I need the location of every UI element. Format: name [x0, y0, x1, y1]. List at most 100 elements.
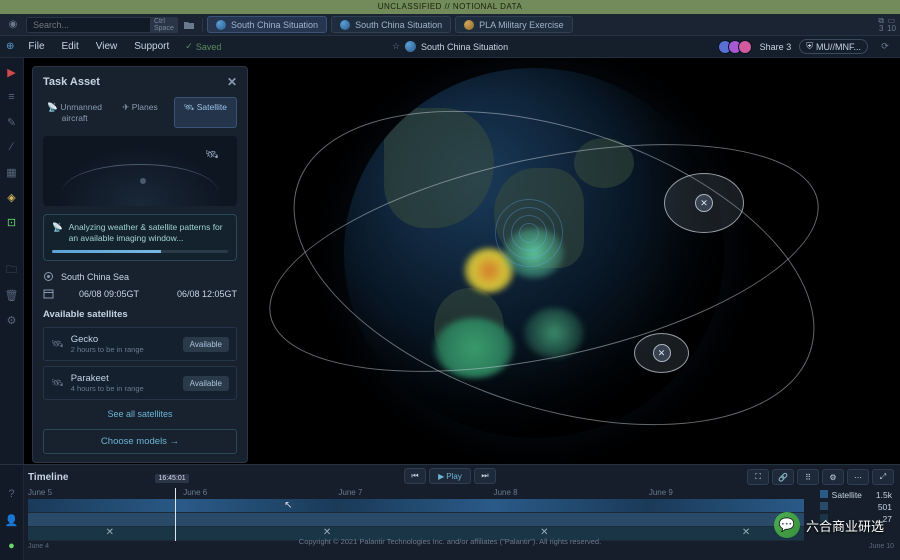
progress-bar — [52, 250, 228, 253]
tl-settings-icon[interactable]: ⚙ — [822, 469, 844, 485]
task-asset-panel: Task Asset ✕ 📡 Unmanned aircraft ✈ Plane… — [32, 66, 248, 463]
orbit-preview: 🛰 — [43, 136, 237, 206]
panel-title: Task Asset — [43, 76, 100, 88]
status-badge: Available — [183, 376, 229, 391]
rail-folder-icon[interactable]: 🗀 — [4, 262, 20, 278]
collaborators[interactable] — [722, 40, 752, 54]
tl-grid-icon[interactable]: ⠿ — [797, 469, 819, 485]
global-search[interactable]: Ctrl Space — [26, 17, 176, 33]
folder-icon[interactable] — [180, 16, 198, 34]
rail-link-icon[interactable]: ⊡ — [4, 214, 20, 230]
tab-label: South China Situation — [355, 20, 442, 30]
target-icon — [43, 271, 54, 282]
satellite-marker-1[interactable]: ✕ — [664, 173, 744, 233]
tab-planes[interactable]: ✈ Planes — [108, 97, 171, 128]
rewind-button[interactable]: ⏮ — [404, 468, 426, 484]
workspace-tab-1[interactable]: South China Situation — [207, 16, 327, 33]
forward-button[interactable]: ⏭ — [474, 468, 496, 484]
menu-file[interactable]: File — [21, 38, 51, 55]
brand-icon: ⊕ — [6, 41, 14, 52]
scope-pill[interactable]: ⛨ MU//MNF... — [799, 39, 868, 54]
menu-edit[interactable]: Edit — [55, 38, 86, 55]
tl-expand-icon[interactable]: ⛶ — [747, 469, 769, 485]
rail-layers-icon[interactable]: ≡ — [4, 89, 20, 105]
menu-support[interactable]: Support — [127, 38, 176, 55]
close-icon[interactable]: ✕ — [695, 194, 713, 212]
shield-icon: ⛨ — [806, 41, 813, 52]
tab-label: PLA Military Exercise — [479, 20, 564, 30]
copyright-notice: Copyright © 2021 Palantir Technologies I… — [299, 537, 601, 546]
save-status: ✓ Saved — [185, 41, 221, 52]
watermark: 💬 六合商业研选 — [774, 512, 884, 538]
app-menu-icon[interactable]: ◉ — [4, 16, 22, 34]
rail-slash-icon[interactable]: ⁄ — [4, 139, 20, 155]
tab-unmanned[interactable]: 📡 Unmanned aircraft — [43, 97, 106, 128]
classification-banner: UNCLASSIFIED // NOTIONAL DATA — [0, 0, 900, 14]
satellite-row-gecko[interactable]: 🛰 Gecko 2 hours to be in range Available — [43, 327, 237, 361]
counter-b[interactable]: ▭10 — [887, 17, 896, 33]
refresh-icon[interactable]: ⟳ — [876, 38, 894, 56]
rail-trash-icon[interactable]: 🗑 — [4, 287, 20, 303]
top-toolbar: ◉ Ctrl Space South China Situation South… — [0, 14, 900, 36]
tl-sync-icon[interactable]: 🔗 — [772, 469, 794, 485]
satellite-icon: 🛰 — [51, 339, 64, 350]
satellite-icon: 🛰 — [51, 378, 64, 389]
search-hint: Ctrl Space — [150, 17, 178, 33]
breadcrumb[interactable]: ☆ South China Situation — [392, 41, 508, 52]
playhead-time: 16:45:01 — [155, 474, 188, 483]
satellite-name: Gecko — [71, 334, 144, 345]
globe-visualization: ✕ ✕ — [284, 68, 784, 448]
map-viewport[interactable]: ✕ ✕ Task Asset ✕ 📡 Unmanned aircraft ✈ P… — [24, 58, 900, 464]
time-start: 06/08 09:05GT — [79, 289, 139, 299]
timeline-lane-satellite[interactable] — [28, 499, 804, 513]
rail-user-icon[interactable]: 👤 — [4, 512, 20, 528]
menu-bar: ⊕ File Edit View Support ✓ Saved ☆ South… — [0, 36, 900, 58]
rail-help-icon[interactable]: ? — [4, 486, 20, 502]
counter-a[interactable]: ⧉3 — [878, 17, 884, 33]
globe-icon — [216, 20, 226, 30]
tl-close-icon[interactable]: ⤢ — [872, 469, 894, 485]
menu-view[interactable]: View — [89, 38, 125, 55]
star-icon[interactable]: ☆ — [392, 41, 400, 52]
globe-icon — [464, 20, 474, 30]
section-title: Available satellites — [43, 309, 237, 320]
play-button[interactable]: ▶ Play — [429, 468, 471, 484]
rail-cube-icon[interactable]: ▦ — [4, 164, 20, 180]
avatar — [738, 40, 752, 54]
choose-models-button[interactable]: Choose models → — [43, 429, 237, 454]
left-rail: ▶ ≡ ✎ ⁄ ▦ ◈ ⊡ 🗀 🗑 ⚙ — [0, 58, 24, 464]
region-name: South China Sea — [61, 272, 129, 282]
satellite-marker-2[interactable]: ✕ — [634, 333, 689, 373]
workspace-tab-3[interactable]: PLA Military Exercise — [455, 16, 573, 33]
tab-label: South China Situation — [231, 20, 318, 30]
globe-icon — [405, 41, 416, 52]
see-all-link[interactable]: See all satellites — [43, 405, 237, 423]
satellite-eta: 4 hours to be in range — [71, 384, 144, 393]
time-row: 06/08 09:05GT 06/08 12:05GT — [43, 288, 237, 299]
rail-status-icon[interactable]: ● — [4, 538, 20, 554]
workspace-tab-2[interactable]: South China Situation — [331, 16, 451, 33]
globe-icon — [340, 20, 350, 30]
rail-gear-icon[interactable]: ⚙ — [4, 312, 20, 328]
region-row: South China Sea — [43, 271, 237, 282]
rail-target-icon[interactable]: ◈ — [4, 189, 20, 205]
timeline-title: Timeline — [28, 472, 68, 483]
playback-controls: ⏮ ▶ Play ⏭ — [404, 468, 496, 484]
satellite-row-parakeet[interactable]: 🛰 Parakeet 4 hours to be in range Availa… — [43, 366, 237, 400]
close-icon[interactable]: ✕ — [227, 75, 237, 89]
tab-satellite[interactable]: 🛰 Satellite — [174, 97, 237, 128]
playhead[interactable]: 16:45:01 — [175, 488, 176, 541]
share-button[interactable]: Share 3 — [760, 42, 792, 52]
tl-more-icon[interactable]: ⋯ — [847, 469, 869, 485]
rail-record-icon[interactable]: ▶ — [4, 64, 20, 80]
timeline-scale: June 5 June 6 June 7 June 8 June 9 — [28, 488, 804, 497]
rail-edit-icon[interactable]: ✎ — [4, 114, 20, 130]
close-icon[interactable]: ✕ — [653, 344, 671, 362]
calendar-icon — [43, 288, 54, 299]
radar-icon: 📡 — [52, 222, 63, 244]
satellite-eta: 2 hours to be in range — [71, 345, 144, 354]
cursor-icon: ↖ — [284, 500, 292, 511]
timeline-lane-2[interactable] — [28, 513, 804, 527]
satellite-name: Parakeet — [71, 373, 144, 384]
search-input[interactable] — [33, 20, 150, 30]
